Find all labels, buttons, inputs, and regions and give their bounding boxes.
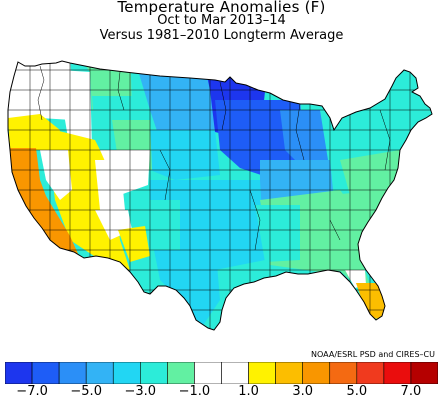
legend-swatch	[31, 362, 60, 384]
region-michigan	[280, 110, 328, 165]
legend-swatch	[356, 362, 385, 384]
legend-tick-label: 1.0	[238, 384, 259, 399]
legend-swatch	[275, 362, 303, 384]
legend-tick-label: 7.0	[400, 384, 422, 399]
legend-tick-label: 3.0	[292, 384, 314, 399]
legend-swatch	[194, 362, 222, 384]
region-california-coast	[8, 148, 80, 258]
region-pacific-northwest	[8, 61, 72, 126]
map-title: Temperature Anomalies (F)	[117, 0, 326, 16]
legend-swatch	[112, 362, 141, 384]
legend-swatch	[58, 362, 87, 384]
color-legend	[5, 362, 438, 384]
legend-tick-label: 5.0	[346, 384, 368, 399]
data-credit: NOAA/ESRL PSD and CIRES–CU	[311, 350, 435, 359]
region-texas-south	[150, 230, 220, 330]
legend-swatch	[140, 362, 168, 384]
legend-swatch	[167, 362, 195, 384]
legend-ticks: −7.0 −5.0 −3.0 −1.0 1.0 3.0 5.0 7.0	[0, 384, 443, 404]
region-new-mexico-yellow	[118, 226, 150, 262]
region-oregon-yellow	[8, 114, 60, 150]
map-subtitle-period: Oct to Mar 2013–14	[157, 13, 286, 28]
region-nevada-white	[40, 150, 72, 200]
region-central-plains	[150, 130, 220, 180]
region-se-cyan	[255, 205, 300, 262]
division-lines	[8, 61, 432, 330]
legend-swatch	[5, 362, 33, 384]
legend-swatch	[248, 362, 276, 384]
legend-tick-label: −1.0	[178, 384, 211, 399]
legend-swatch	[85, 362, 114, 384]
legend-swatch	[302, 362, 331, 384]
anomaly-map	[7, 60, 433, 331]
legend-swatch	[221, 362, 249, 384]
legend-tick-label: −7.0	[16, 384, 48, 399]
legend-swatch	[410, 362, 438, 384]
legend-swatch	[329, 362, 358, 384]
legend-tick-label: −3.0	[124, 384, 157, 399]
region-nm-green	[145, 200, 180, 250]
legend-swatch	[383, 362, 412, 384]
map-subtitle-baseline: Versus 1981–2010 Longterm Average	[99, 28, 344, 43]
region-colorado-white	[100, 150, 150, 195]
legend-tick-label: −5.0	[70, 384, 102, 399]
